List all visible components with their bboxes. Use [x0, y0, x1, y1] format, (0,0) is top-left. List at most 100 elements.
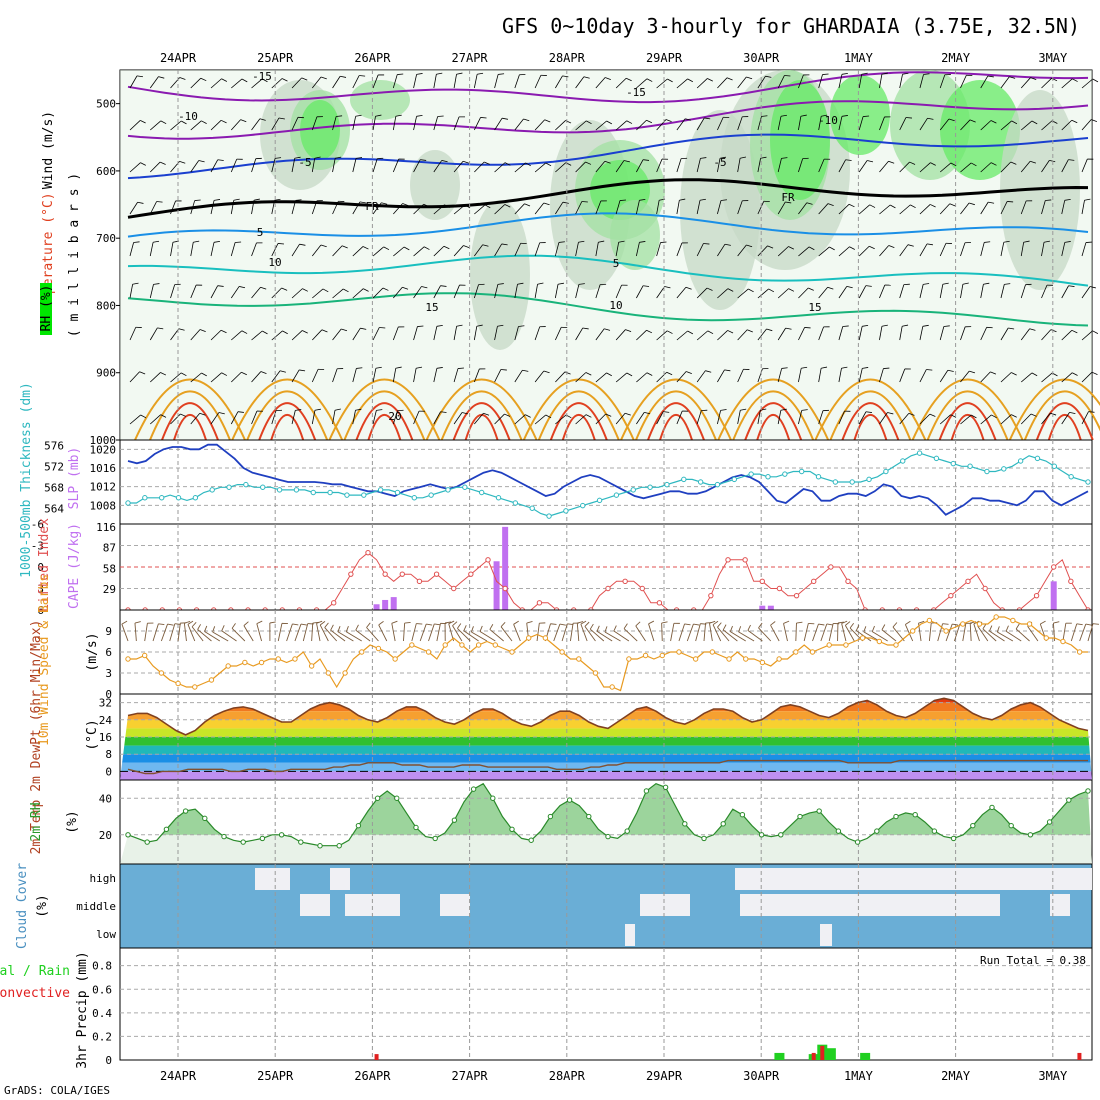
surface-wind-barb: [904, 624, 914, 642]
wind-barb-flag: [237, 411, 244, 413]
surface-isotherm: [367, 413, 402, 441]
wind-speed-line-point: [793, 649, 799, 655]
thickness-line-point: [226, 484, 232, 490]
wind-barb-flag: [233, 198, 240, 201]
wind-barb-flag: [821, 114, 828, 117]
wind-barb: [1000, 372, 1012, 383]
wind-barb-flag: [241, 371, 247, 376]
y-tick-label: 24: [99, 714, 113, 727]
wind-barb-flag: [456, 72, 463, 75]
wind-barb: [230, 371, 242, 383]
wind-speed-line-point: [392, 656, 398, 662]
wind-barb: [1041, 412, 1051, 425]
thickness-line-point: [192, 495, 199, 501]
rh-line-point: [566, 797, 573, 803]
rh-line-point: [490, 795, 496, 801]
cape-bar: [493, 561, 500, 610]
wind-barb: [534, 326, 541, 341]
surface-wind-barb-flag: [661, 621, 668, 624]
wind-barb: [696, 370, 706, 383]
rh-line-point: [720, 821, 726, 827]
surface-wind-barb-flag: [841, 620, 848, 624]
surface-wind-barb: [243, 625, 254, 642]
temp-band: [120, 771, 1092, 780]
wind-barb: [879, 326, 883, 341]
wind-barb: [798, 368, 802, 383]
wind-barb: [798, 158, 804, 173]
wind-barb-flag: [178, 328, 185, 331]
rh-line-point: [758, 832, 765, 838]
wind-barb: [190, 372, 202, 383]
surface-wind-barb-flag: [1085, 623, 1092, 626]
surface-wind-barb-flag: [479, 625, 483, 632]
rh-line-point: [278, 832, 285, 838]
thickness-line-point: [714, 481, 721, 488]
surface-wind-barb-flag: [952, 623, 959, 626]
surface-wind-barb: [286, 623, 293, 642]
wind-barb: [858, 326, 863, 341]
surface-wind-barb: [576, 623, 580, 642]
wind-barb-flag: [321, 329, 328, 333]
wind-barb-flag: [1068, 159, 1075, 161]
wind-barb: [413, 368, 417, 383]
surface-isotherm: [161, 402, 219, 441]
wind-barb: [899, 368, 906, 383]
surface-isotherm: [938, 402, 997, 441]
wind-barb: [919, 162, 931, 173]
surface-wind-barb: [204, 631, 221, 642]
thickness-line-point: [512, 500, 519, 506]
wind-barb: [696, 243, 704, 257]
surface-wind-barb-flag: [191, 622, 197, 628]
wind-barb: [453, 116, 460, 131]
wind-barb: [231, 330, 243, 341]
wind-barb-flag: [586, 120, 592, 125]
wind-barb: [879, 412, 888, 425]
wind-barb-flag: [1011, 414, 1017, 418]
wind-barb-flag: [1092, 78, 1099, 83]
y-axis-label: (°C): [85, 719, 100, 750]
thickness-line-point: [782, 471, 788, 477]
thickness-line-point: [276, 487, 283, 493]
wind-barb: [1081, 158, 1088, 173]
contour-label: 10: [268, 256, 281, 269]
cloud-mid-block: [440, 894, 470, 916]
wind-barb: [696, 158, 701, 173]
wind-barb: [980, 242, 985, 257]
wind-barb-flag: [504, 413, 511, 417]
surface-wind-barb: [712, 624, 722, 642]
wind-barb: [777, 116, 782, 131]
wind-barb-flag: [443, 245, 450, 250]
wind-barb-flag: [525, 162, 532, 167]
wind-barb-flag: [457, 367, 464, 369]
wind-barb-flag: [198, 160, 205, 163]
wind-barb-flag: [862, 367, 869, 369]
thickness-line-point: [428, 492, 434, 498]
wind-barb: [413, 116, 417, 131]
surface-wind-barb: [319, 624, 329, 642]
surface-wind-barb: [1062, 623, 1067, 642]
wind-barb: [575, 120, 587, 131]
wind-barb: [717, 288, 729, 299]
rh-line-point: [643, 788, 650, 794]
wind-barb: [636, 412, 645, 425]
wind-barb-flag: [926, 243, 933, 246]
y-tick-label: middle: [76, 900, 116, 913]
wind-barb: [291, 158, 296, 173]
surface-wind-barb-flag: [366, 622, 371, 628]
rh-line-point: [355, 822, 362, 829]
wind-barb: [251, 287, 261, 299]
rh-line-point: [240, 839, 246, 845]
wind-barb: [676, 287, 687, 299]
wind-barb-flag: [606, 120, 613, 125]
temperature-panel: [119, 693, 1093, 781]
surface-wind-barb: [457, 628, 471, 642]
wind-barb: [575, 161, 586, 173]
wind-barb: [230, 286, 240, 299]
wind-barb-flag: [217, 285, 224, 287]
wind-barb: [818, 158, 825, 173]
wind-speed-line-point: [859, 635, 866, 641]
wind-barb: [919, 204, 931, 215]
surface-wind-barb-flag: [243, 621, 249, 626]
wind-barb: [899, 326, 903, 341]
